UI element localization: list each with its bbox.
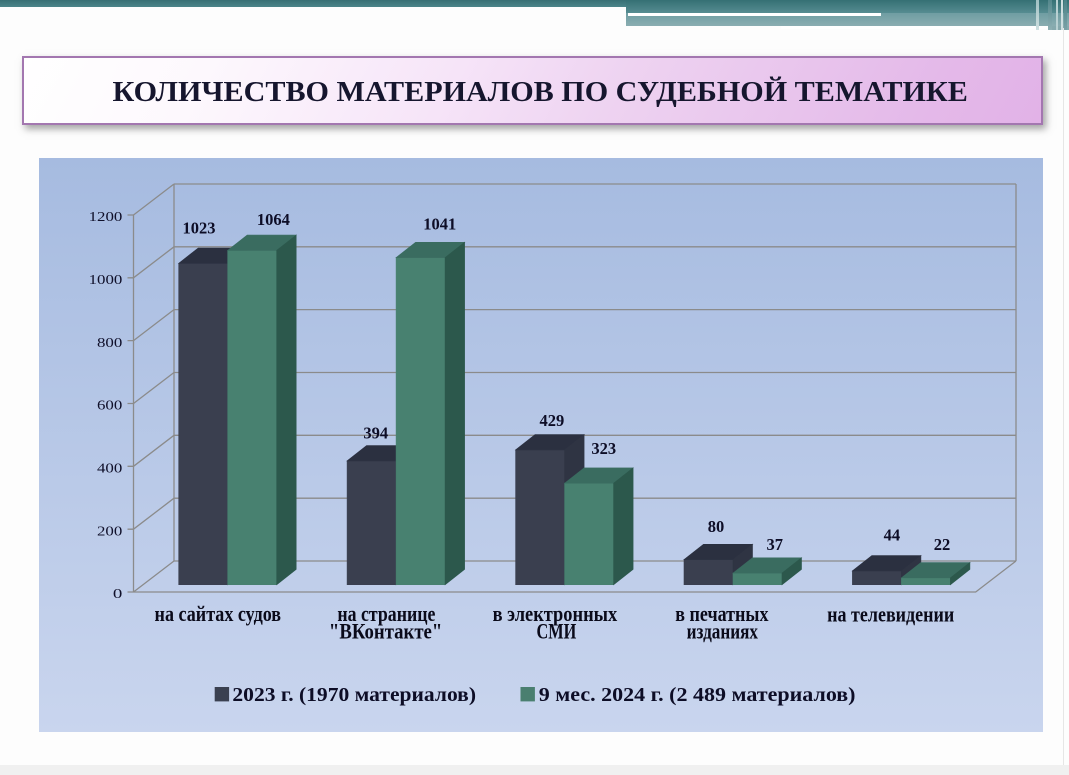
svg-text:КОЛИЧЕСТВО МАТЕРИАЛОВ ПО СУДЕБ: КОЛИЧЕСТВО МАТЕРИАЛОВ ПО СУДЕБНОЙ ТЕМАТИ… — [113, 76, 968, 108]
svg-text:на странице: на странице — [337, 602, 435, 626]
svg-text:400: 400 — [97, 461, 123, 476]
svg-text:на сайтах судов: на сайтах судов — [155, 602, 282, 626]
svg-text:800: 800 — [97, 335, 123, 350]
svg-text:0: 0 — [113, 586, 122, 602]
svg-text:изданиях: изданиях — [687, 620, 759, 645]
svg-text:394: 394 — [363, 423, 388, 442]
svg-text:1041: 1041 — [423, 214, 456, 233]
svg-text:1064: 1064 — [257, 210, 290, 229]
svg-text:1200: 1200 — [89, 210, 123, 225]
svg-text:на телевидении: на телевидении — [827, 603, 955, 627]
svg-text:в печатных: в печатных — [675, 602, 768, 626]
svg-text:37: 37 — [766, 535, 783, 554]
svg-text:600: 600 — [97, 398, 123, 413]
svg-text:44: 44 — [884, 526, 901, 545]
svg-text:"ВКонтакте": "ВКонтакте" — [329, 620, 442, 644]
svg-text:2023 г. (1970 материалов): 2023 г. (1970 материалов) — [232, 682, 476, 705]
svg-text:СМИ: СМИ — [536, 620, 576, 644]
svg-text:в электронных: в электронных — [493, 602, 618, 626]
svg-text:200: 200 — [97, 524, 123, 539]
svg-text:1000: 1000 — [89, 273, 123, 288]
svg-text:80: 80 — [708, 517, 725, 536]
svg-text:9 мес. 2024 г. (2 489 материал: 9 мес. 2024 г. (2 489 материалов) — [539, 683, 856, 706]
svg-text:429: 429 — [540, 411, 565, 430]
svg-text:22: 22 — [934, 535, 951, 554]
svg-text:323: 323 — [591, 439, 616, 458]
svg-text:1023: 1023 — [183, 218, 216, 237]
